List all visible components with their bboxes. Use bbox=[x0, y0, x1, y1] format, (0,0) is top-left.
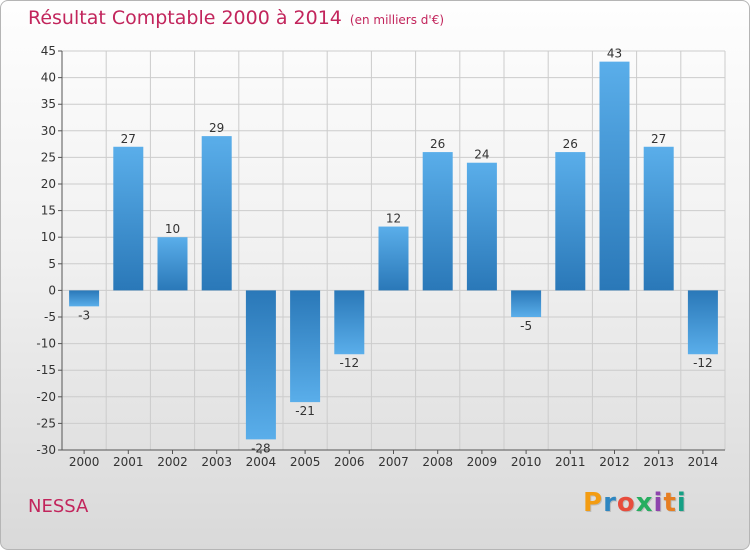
data-label: 27 bbox=[121, 132, 136, 146]
bar bbox=[378, 226, 409, 291]
y-tick-label: 30 bbox=[41, 124, 56, 138]
y-tick-label: 40 bbox=[41, 71, 56, 85]
chart-title: Résultat Comptable 2000 à 2014 (en millie… bbox=[28, 7, 444, 29]
x-tick-label: 2005 bbox=[290, 455, 321, 469]
data-label: 12 bbox=[386, 212, 401, 226]
data-label: -28 bbox=[251, 441, 271, 455]
data-label: 24 bbox=[474, 148, 489, 162]
data-label: -5 bbox=[520, 319, 532, 333]
x-tick-label: 2002 bbox=[157, 455, 188, 469]
y-tick-label: 5 bbox=[48, 257, 56, 271]
y-tick-label: 15 bbox=[41, 204, 56, 218]
data-label: 10 bbox=[165, 222, 180, 236]
chart-subtitle: (en milliers d'€) bbox=[349, 13, 445, 27]
logo-letter: r bbox=[603, 488, 617, 518]
proxiti-logo[interactable]: Proxiti bbox=[583, 488, 687, 518]
bar bbox=[113, 146, 144, 291]
data-label: -3 bbox=[78, 308, 90, 322]
data-label: -12 bbox=[339, 356, 359, 370]
y-tick-label: 45 bbox=[41, 44, 56, 58]
x-tick-label: 2012 bbox=[599, 455, 630, 469]
x-tick-label: 2013 bbox=[643, 455, 674, 469]
y-tick-label: -30 bbox=[36, 443, 56, 457]
x-tick-label: 2009 bbox=[467, 455, 498, 469]
bar bbox=[157, 237, 188, 291]
bar bbox=[687, 290, 718, 355]
x-tick-label: 2003 bbox=[201, 455, 232, 469]
chart-title-text: Résultat Comptable 2000 à 2014 bbox=[28, 7, 342, 29]
data-label: 43 bbox=[607, 47, 622, 61]
data-label: -21 bbox=[295, 404, 315, 418]
y-tick-label: 20 bbox=[41, 177, 56, 191]
logo-letter: i bbox=[676, 488, 687, 518]
bar bbox=[643, 146, 674, 291]
bar bbox=[599, 61, 630, 291]
y-tick-label: 10 bbox=[41, 230, 56, 244]
x-tick-label: 2000 bbox=[69, 455, 100, 469]
bar bbox=[334, 290, 365, 355]
x-tick-label: 2010 bbox=[511, 455, 542, 469]
y-tick-label: -5 bbox=[44, 310, 56, 324]
y-tick-label: 35 bbox=[41, 97, 56, 111]
logo-letter: x bbox=[635, 488, 654, 518]
data-label: 29 bbox=[209, 121, 224, 135]
y-tick-label: -25 bbox=[36, 416, 56, 430]
data-label: -12 bbox=[693, 356, 713, 370]
bar bbox=[422, 152, 453, 291]
data-label: 26 bbox=[563, 137, 578, 151]
x-tick-label: 2004 bbox=[246, 455, 277, 469]
commune-name: NESSA bbox=[28, 496, 89, 517]
data-label: 26 bbox=[430, 137, 445, 151]
x-tick-label: 2006 bbox=[334, 455, 365, 469]
x-tick-label: 2008 bbox=[422, 455, 453, 469]
bar bbox=[69, 290, 100, 307]
logo-letter: i bbox=[653, 488, 664, 518]
bar bbox=[466, 162, 497, 291]
logo-letter: P bbox=[583, 488, 604, 518]
y-tick-label: -15 bbox=[36, 363, 56, 377]
y-tick-label: 0 bbox=[48, 283, 56, 297]
y-tick-label: -20 bbox=[36, 390, 56, 404]
x-tick-label: 2011 bbox=[555, 455, 586, 469]
x-tick-label: 2014 bbox=[688, 455, 719, 469]
data-label: 27 bbox=[651, 132, 666, 146]
bar bbox=[290, 290, 321, 403]
bar bbox=[245, 290, 276, 440]
x-tick-label: 2001 bbox=[113, 455, 144, 469]
bar bbox=[555, 152, 586, 291]
logo-letter: t bbox=[663, 488, 677, 518]
bar bbox=[201, 136, 232, 291]
y-tick-label: -10 bbox=[36, 337, 56, 351]
logo-letter: o bbox=[616, 488, 636, 518]
x-tick-label: 2007 bbox=[378, 455, 409, 469]
y-tick-label: 25 bbox=[41, 150, 56, 164]
bar bbox=[511, 290, 542, 317]
